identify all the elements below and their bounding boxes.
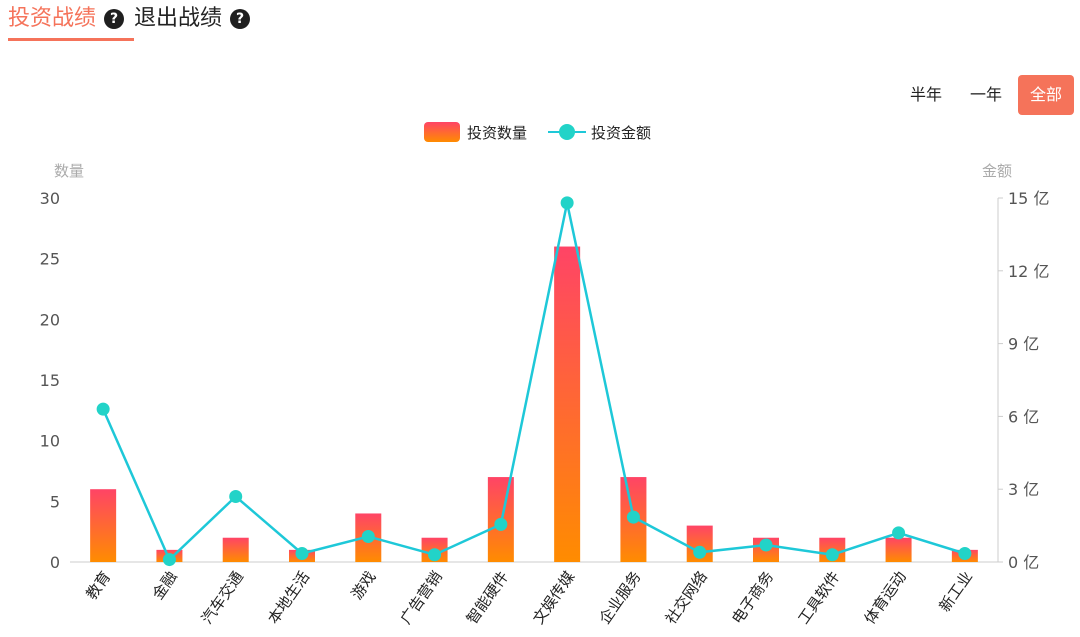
y-right-tick-label: 9 亿	[1008, 335, 1039, 354]
y-right-tick-label: 3 亿	[1008, 480, 1039, 499]
amount-point[interactable]	[361, 530, 375, 544]
y-left-tick-label: 5	[50, 492, 60, 511]
amount-point[interactable]	[229, 489, 243, 503]
amount-point[interactable]	[759, 538, 773, 552]
legend-line-marker[interactable]	[559, 124, 575, 140]
time-range-selector: 半年 一年 全部	[894, 75, 1074, 115]
y-left-tick-label: 15	[40, 371, 60, 390]
category-label: 汽车交通	[198, 568, 247, 627]
category-label: 体育运动	[861, 568, 910, 627]
amount-point[interactable]	[428, 548, 442, 562]
range-half-year-button[interactable]: 半年	[909, 85, 942, 104]
count-bar[interactable]	[222, 537, 249, 562]
amount-series-line	[101, 202, 966, 562]
amount-point[interactable]	[958, 547, 972, 561]
y-right-tick-label: 0 亿	[1008, 553, 1039, 572]
range-one-year-button[interactable]: 一年	[969, 85, 1002, 104]
tab-investment-record[interactable]: 投资战绩 ?	[8, 4, 135, 41]
count-bar[interactable]	[554, 246, 581, 563]
y-left-tick-label: 30	[40, 189, 60, 208]
amount-point[interactable]	[892, 526, 906, 540]
amount-point[interactable]	[626, 510, 640, 524]
amount-point[interactable]	[560, 196, 574, 210]
amount-point[interactable]	[494, 517, 508, 531]
legend-bar-swatch[interactable]	[424, 122, 460, 142]
y-right-tick-label: 12 亿	[1008, 262, 1049, 281]
amount-point[interactable]	[693, 545, 707, 559]
count-bar[interactable]	[90, 489, 117, 562]
tab-bar: 投资战绩 ? 退出战绩 ?	[8, 4, 260, 41]
y-left-tick-label: 25	[40, 250, 60, 269]
tab-investment-record-label: 投资战绩	[8, 6, 97, 31]
category-label: 工具软件	[794, 568, 843, 627]
y-left-axis-name: 数量	[54, 162, 84, 180]
category-label: 本地生活	[264, 568, 313, 627]
category-label: 电子商务	[728, 568, 777, 627]
category-label: 社交网络	[662, 568, 711, 627]
amount-point[interactable]	[825, 548, 839, 562]
question-circle-icon[interactable]: ?	[230, 9, 251, 29]
category-label: 广告营销	[397, 568, 446, 627]
amount-point[interactable]	[295, 547, 309, 561]
amount-point[interactable]	[96, 402, 110, 416]
y-right-tick-label: 6 亿	[1008, 407, 1039, 426]
category-label: 企业服务	[596, 568, 645, 627]
category-label: 金融	[149, 568, 181, 603]
category-label: 文娱传媒	[529, 568, 578, 627]
y-left-tick-label: 0	[50, 553, 60, 572]
tab-exit-record-label: 退出战绩	[134, 6, 223, 31]
y-left-tick-label: 10	[40, 432, 60, 451]
category-label: 游戏	[348, 568, 380, 603]
legend-line-label[interactable]: 投资金额	[591, 124, 651, 142]
legend: 投资数量 投资金额	[424, 122, 651, 142]
y-left-tick-label: 20	[40, 310, 60, 329]
tab-exit-record[interactable]: 退出战绩 ?	[134, 4, 260, 41]
y-right-axis-name: 金额	[982, 162, 1012, 180]
category-label: 教育	[82, 568, 114, 603]
legend-bar-label[interactable]: 投资数量	[467, 124, 527, 142]
y-right-tick-label: 15 亿	[1008, 189, 1049, 208]
category-label: 新工业	[936, 568, 977, 615]
question-circle-icon[interactable]: ?	[104, 9, 125, 29]
amount-point[interactable]	[162, 553, 176, 567]
category-label: 智能硬件	[463, 568, 512, 627]
count-bar[interactable]	[885, 537, 912, 562]
range-all-button[interactable]: 全部	[1017, 75, 1074, 115]
